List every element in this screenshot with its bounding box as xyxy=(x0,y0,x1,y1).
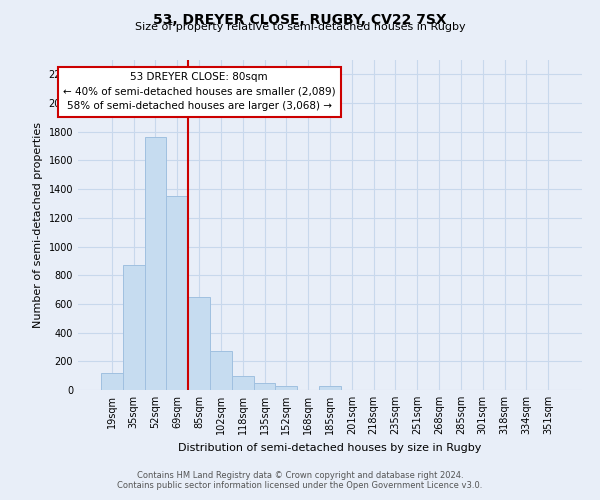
Bar xyxy=(101,373,123,390)
Text: 53, DREYER CLOSE, RUGBY, CV22 7SX: 53, DREYER CLOSE, RUGBY, CV22 7SX xyxy=(153,12,447,26)
Bar xyxy=(254,383,275,390)
Bar xyxy=(145,138,166,390)
X-axis label: Distribution of semi-detached houses by size in Rugby: Distribution of semi-detached houses by … xyxy=(178,442,482,452)
Text: 53 DREYER CLOSE: 80sqm
← 40% of semi-detached houses are smaller (2,089)
58% of : 53 DREYER CLOSE: 80sqm ← 40% of semi-det… xyxy=(63,72,335,112)
Bar xyxy=(123,265,145,390)
Text: Contains HM Land Registry data © Crown copyright and database right 2024.
Contai: Contains HM Land Registry data © Crown c… xyxy=(118,470,482,490)
Bar xyxy=(210,352,232,390)
Y-axis label: Number of semi-detached properties: Number of semi-detached properties xyxy=(33,122,43,328)
Bar xyxy=(275,386,297,390)
Text: Size of property relative to semi-detached houses in Rugby: Size of property relative to semi-detach… xyxy=(134,22,466,32)
Bar xyxy=(188,298,210,390)
Bar xyxy=(166,196,188,390)
Bar xyxy=(232,376,254,390)
Bar xyxy=(319,386,341,390)
